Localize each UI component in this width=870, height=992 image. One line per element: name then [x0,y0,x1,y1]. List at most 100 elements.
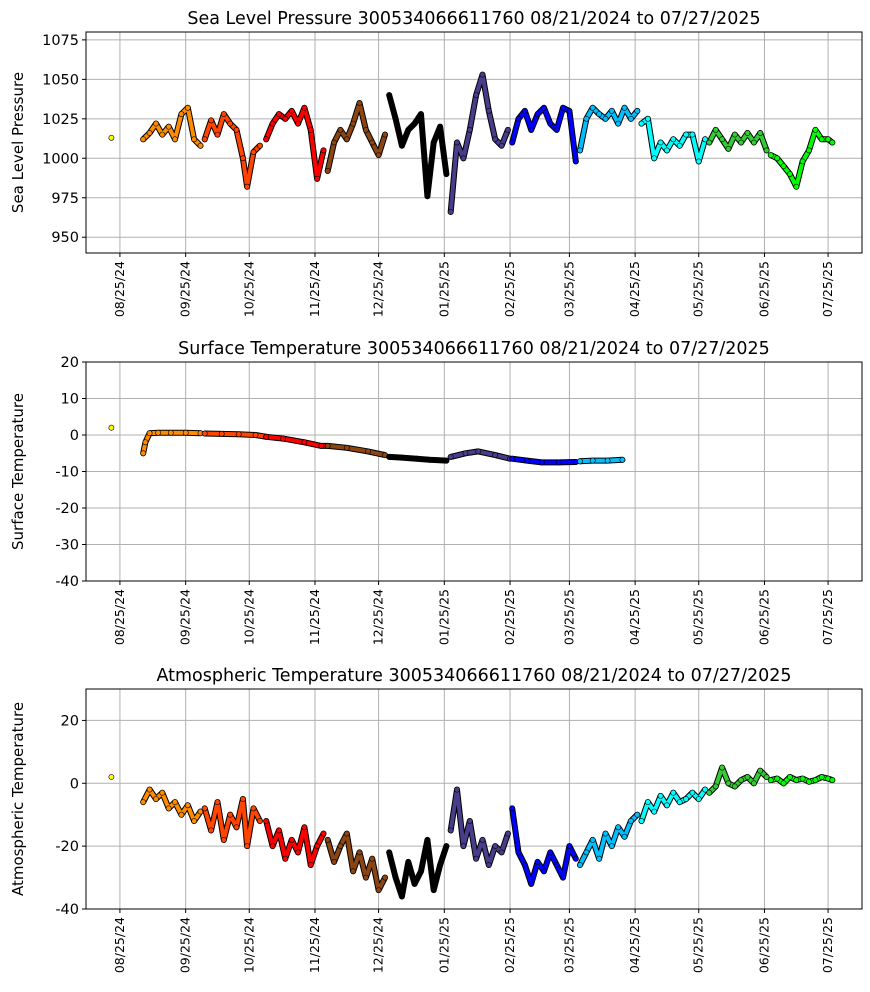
x-tick-label: 01/25/25 [436,917,451,973]
data-point [534,111,541,117]
data-point [560,874,566,881]
x-tick-label: 03/25/25 [561,917,576,973]
data-point [757,130,764,136]
x-tick-label: 05/25/25 [691,589,706,645]
data-point [337,843,344,849]
axes-frame [85,31,863,254]
data-point [375,152,382,158]
data-point [343,444,350,451]
data-point [812,126,819,133]
data-point [774,155,781,162]
data-point [447,453,454,460]
data-point [583,849,590,856]
plot-area [86,689,862,909]
data-point [670,789,677,796]
x-tick-label: 08/25/24 [112,589,127,645]
series-line [325,101,387,173]
data-point [314,843,320,849]
data-point [462,450,469,457]
data-point [454,786,460,793]
x-tick-label: 04/25/25 [627,261,642,317]
x-tick-label: 11/25/24 [307,261,322,317]
data-point [541,868,547,875]
data-point [583,115,590,122]
data-point [165,123,172,130]
x-tick-label: 01/25/25 [436,589,451,645]
data-point [153,120,159,127]
data-point [751,139,757,146]
data-point [108,424,115,431]
y-tick-label: 1075 [42,33,79,49]
x-tick-label: 07/25/25 [820,261,835,317]
data-point [619,456,626,463]
data-point [343,136,350,143]
x-tick-label: 11/25/24 [307,589,322,645]
data-point [825,136,831,143]
data-point [208,117,214,124]
data-point [430,139,437,146]
data-point [473,855,479,862]
data-point [787,171,793,177]
data-point [738,139,744,146]
data-point [191,136,197,143]
data-point [793,777,800,783]
x-tick-label: 04/25/25 [627,589,642,645]
x-tick-label: 06/25/25 [756,917,771,973]
data-point [651,808,658,815]
x-tick-label: 08/25/24 [112,261,127,317]
data-point [466,126,473,133]
x-tick-label: 12/25/24 [371,917,386,973]
chart-title: Sea Level Pressure 300534066611760 08/21… [187,9,760,29]
data-point [634,108,641,114]
y-axis-label: Sea Level Pressure [9,72,27,213]
x-tick-label: 05/25/25 [691,261,706,317]
data-point [155,429,161,436]
data-point [664,147,670,154]
chart-panel-2: -40 -30 -20 -10 0 10 20 08/25/24 09/25/24 10/25/2… [9,339,863,645]
data-point [657,793,664,799]
x-tick-label: 06/25/25 [756,261,771,317]
data-point [233,126,240,133]
data-point [235,431,242,438]
data-point [320,830,327,837]
data-point [307,126,314,133]
data-point [443,171,450,177]
x-tick-label: 09/25/24 [178,589,193,645]
data-point [676,799,683,805]
data-point [256,818,263,824]
data-point [485,108,492,114]
data-point [522,108,528,114]
x-tick-label: 11/25/24 [307,917,322,973]
y-tick-label: -20 [55,839,79,855]
y-tick-label: 975 [51,191,79,207]
y-tick-label: -10 [55,465,79,481]
data-point [250,805,257,812]
data-point [787,774,793,780]
data-point [398,142,405,149]
data-point [220,111,227,117]
x-tick-label: 03/25/25 [561,589,576,645]
x-tick-label: 01/25/25 [436,261,451,317]
series-line [202,797,262,849]
data-point [504,830,511,837]
data-point [263,136,270,143]
data-point [479,71,486,78]
data-point [683,796,689,802]
data-point [763,147,770,154]
data-point [220,837,227,843]
data-point [460,843,467,849]
data-point [140,450,147,457]
data-point [799,775,806,782]
data-point [375,887,382,893]
data-point [645,799,651,805]
data-point [806,778,812,785]
data-point [492,136,499,143]
data-point [547,120,554,127]
data-point [829,139,836,146]
data-point [553,126,560,133]
data-point [443,457,450,464]
data-point [307,862,314,868]
chart-panel-3: -40 -20 0 20 08/25/24 09/25/24 10/25/24 11/25/2… [9,666,863,973]
data-point [555,459,562,466]
data-point [411,881,418,887]
